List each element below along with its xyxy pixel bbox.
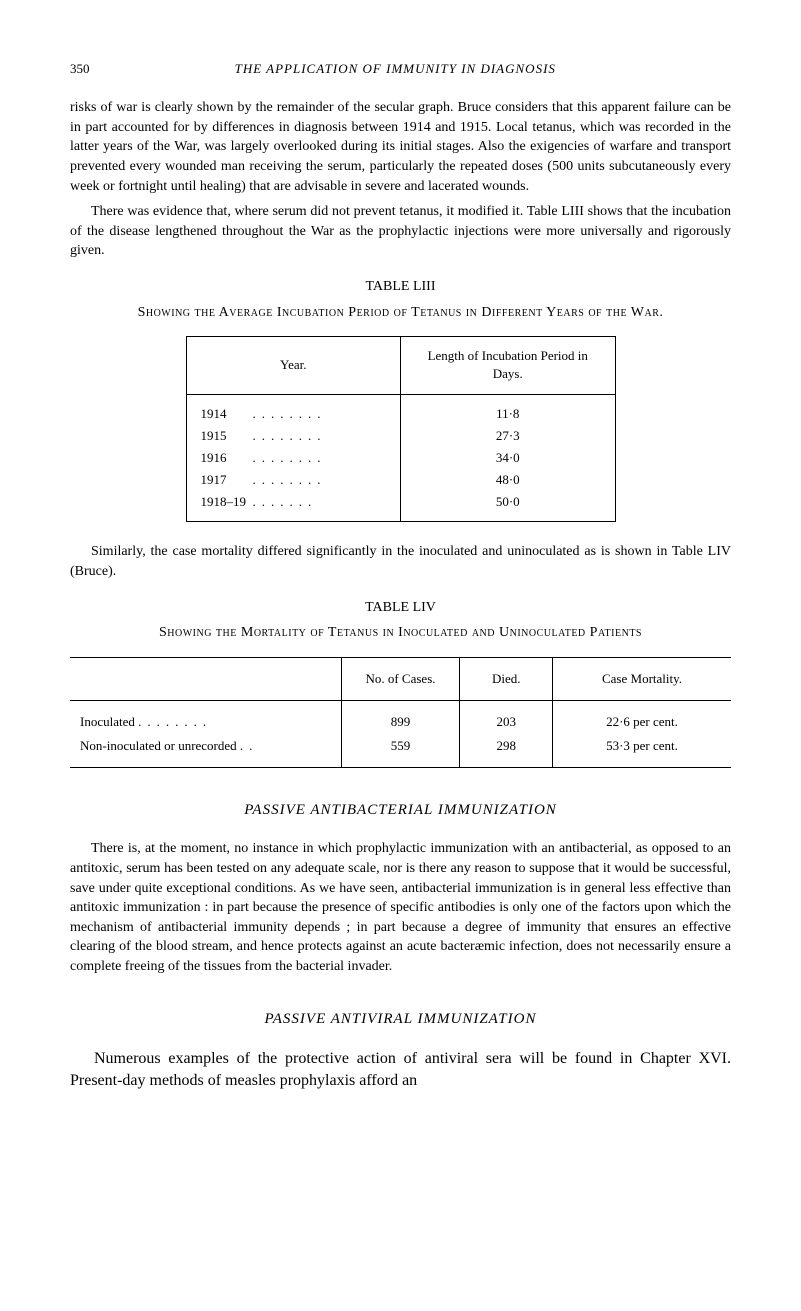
table-row: Inoculated ........ 899 203 22·6 per cen… <box>70 701 731 735</box>
incubation-value: 11·8 <box>401 394 616 425</box>
paragraph-3: Similarly, the case mortality differed s… <box>70 542 731 581</box>
cases-value: 559 <box>341 734 460 768</box>
running-header: 350 THE APPLICATION OF IMMUNITY IN DIAGN… <box>70 60 731 78</box>
year-label: 1916 <box>201 449 253 467</box>
table-row: 1914........ 11·8 <box>186 394 615 425</box>
table-row: Non-inoculated or unrecorded .. 559 298 … <box>70 734 731 768</box>
table-1-subcaption: Showing the Average Incubation Period of… <box>70 303 731 323</box>
leader-dots: ........ <box>253 450 327 465</box>
incubation-value: 48·0 <box>401 469 616 491</box>
mortality-value: 22·6 per cent. <box>553 701 732 735</box>
group-label: Inoculated <box>80 714 135 729</box>
incubation-value: 34·0 <box>401 447 616 469</box>
table-2-header-cases: No. of Cases. <box>341 657 460 700</box>
table-row: 1918–19....... 50·0 <box>186 491 615 522</box>
year-label: 1918–19 <box>201 493 253 511</box>
table-row: 1916........ 34·0 <box>186 447 615 469</box>
table-row: 1915........ 27·3 <box>186 425 615 447</box>
leader-dots: .. <box>240 738 259 753</box>
table-2-caption: TABLE LIV <box>70 598 731 618</box>
paragraph-2: There was evidence that, where serum did… <box>70 202 731 261</box>
table-2-header-died: Died. <box>460 657 553 700</box>
paragraph-4: There is, at the moment, no instance in … <box>70 839 731 976</box>
table-row: 1917........ 48·0 <box>186 469 615 491</box>
table-2-header-mortality: Case Mortality. <box>553 657 732 700</box>
incubation-value: 27·3 <box>401 425 616 447</box>
incubation-value: 50·0 <box>401 491 616 522</box>
mortality-value: 53·3 per cent. <box>553 734 732 768</box>
leader-dots: ........ <box>253 472 327 487</box>
table-incubation: Year. Length of Incubation Period in Day… <box>186 336 616 522</box>
paragraph-1: risks of war is clearly shown by the rem… <box>70 98 731 196</box>
year-label: 1915 <box>201 427 253 445</box>
table-1-header-length: Length of Incubation Period in Days. <box>401 337 616 394</box>
year-label: 1914 <box>201 405 253 423</box>
page-number: 350 <box>70 60 90 78</box>
died-value: 298 <box>460 734 553 768</box>
leader-dots: ........ <box>253 428 327 443</box>
year-label: 1917 <box>201 471 253 489</box>
table-1-caption: TABLE LIII <box>70 277 731 297</box>
table-2-subcaption: Showing the Mortality of Tetanus in Inoc… <box>70 623 731 643</box>
leader-dots: ....... <box>253 494 318 509</box>
leader-dots: ........ <box>138 714 212 729</box>
died-value: 203 <box>460 701 553 735</box>
paragraph-5: Numerous examples of the protective acti… <box>70 1048 731 1093</box>
cases-value: 899 <box>341 701 460 735</box>
table-mortality: No. of Cases. Died. Case Mortality. Inoc… <box>70 657 731 769</box>
section-heading-antiviral: PASSIVE ANTIVIRAL IMMUNIZATION <box>70 1009 731 1030</box>
section-heading-antibacterial: PASSIVE ANTIBACTERIAL IMMUNIZATION <box>70 800 731 821</box>
running-title: THE APPLICATION OF IMMUNITY IN DIAGNOSIS <box>235 60 556 78</box>
leader-dots: ........ <box>253 406 327 421</box>
group-label: Non-inoculated or unrecorded <box>80 738 237 753</box>
table-2-header-empty <box>70 657 341 700</box>
table-1-header-year: Year. <box>186 337 401 394</box>
